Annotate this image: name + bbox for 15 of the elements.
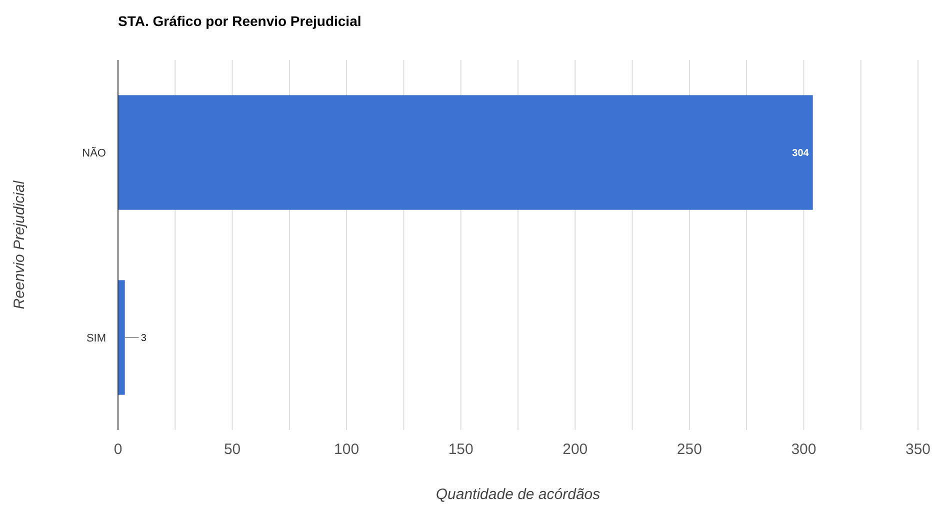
y-axis-title: Reenvio Prejudicial xyxy=(11,180,28,310)
data-label: 3 xyxy=(140,333,147,344)
y-tick-label: NÃO xyxy=(82,146,106,160)
x-tick-label: 100 xyxy=(334,441,360,458)
x-tick-label: 0 xyxy=(114,441,122,458)
data-label: 304 xyxy=(792,148,810,159)
x-tick-label: 300 xyxy=(791,441,816,458)
x-tick-label: 200 xyxy=(562,441,588,458)
x-axis-title: Quantidade de acórdãos xyxy=(436,486,601,503)
x-tick-label: 150 xyxy=(448,441,474,458)
y-tick-label: SIM xyxy=(86,332,106,344)
x-tick-label: 350 xyxy=(905,441,931,458)
chart-title: STA. Gráfico por Reenvio Prejudicial xyxy=(118,13,362,29)
x-tick-label: 250 xyxy=(676,441,702,458)
x-tick-label: 50 xyxy=(224,441,241,458)
